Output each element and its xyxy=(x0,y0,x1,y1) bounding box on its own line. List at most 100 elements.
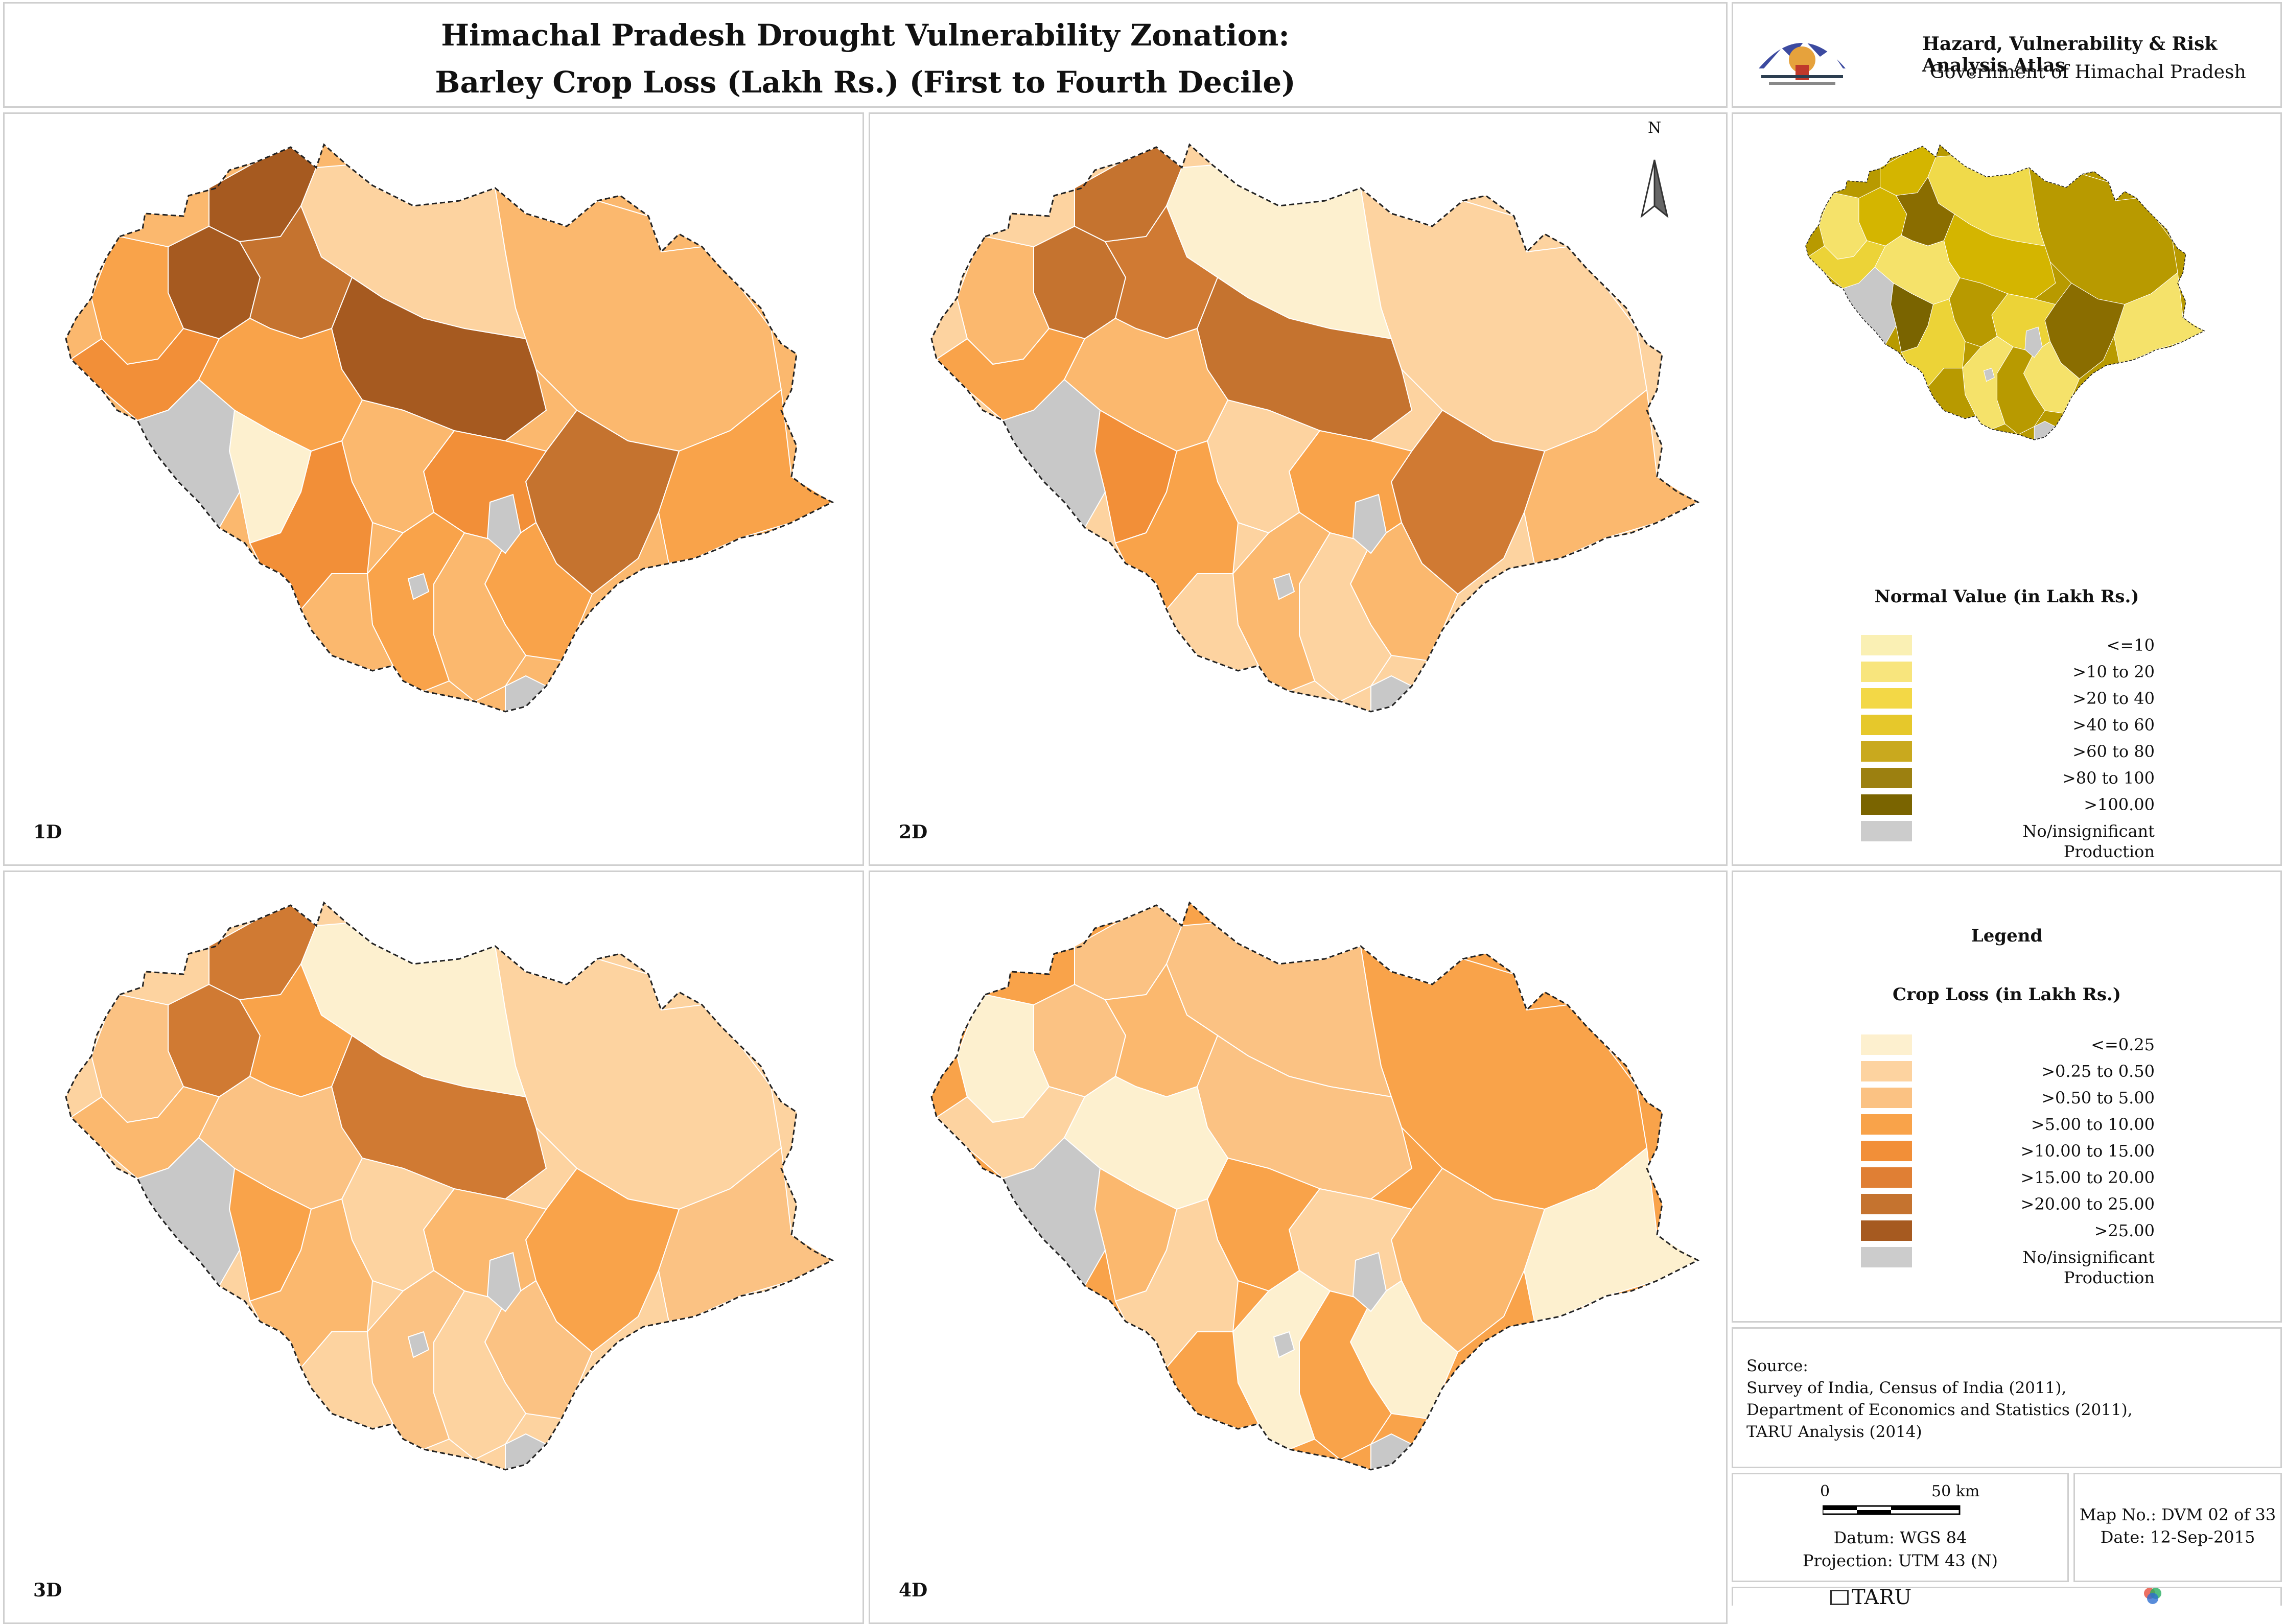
crop-legend-item: >0.25 to 0.50 xyxy=(1861,1061,2155,1084)
map-1d-state-boundary xyxy=(65,143,834,713)
crop-legend-title: Crop Loss (in Lakh Rs.) xyxy=(1893,984,2121,1005)
north-label: N xyxy=(1648,119,1662,137)
crop-legend-item: >25.00 xyxy=(1861,1220,2155,1243)
crop-loss-map-1d xyxy=(65,143,834,713)
normal-legend-swatch xyxy=(1861,715,1912,735)
atlas-header: Hazard, Vulnerability & Risk Analysis At… xyxy=(1732,2,2282,108)
map-panel-2d: N 2D xyxy=(869,112,1728,866)
map-3d-state-boundary xyxy=(65,901,834,1471)
normal-legend-swatch xyxy=(1861,662,1912,682)
normal-legend-item: <=10 xyxy=(1861,635,2155,657)
normal-legend-item: >40 to 60 xyxy=(1861,715,2155,737)
normal-legend-swatch xyxy=(1861,741,1912,762)
normal-legend-item: No/insignificant Production xyxy=(1861,821,2155,861)
map-4d-district xyxy=(1352,1252,1387,1312)
crop-legend-swatch xyxy=(1861,1220,1912,1241)
scale-bar-icon xyxy=(1823,1505,1961,1515)
map-4d-district xyxy=(1273,1331,1295,1358)
normal-legend-label: >60 to 80 xyxy=(2072,742,2155,761)
atlas-subtitle: Government of Himachal Pradesh xyxy=(1930,62,2246,83)
footer-panel: TARU xyxy=(1732,1587,2282,1608)
normal-legend-swatch xyxy=(1861,821,1912,841)
map-panel-1d: 1D xyxy=(3,112,864,866)
normal-legend-item: >60 to 80 xyxy=(1861,741,2155,764)
datum-label: Datum: WGS 84 xyxy=(1833,1528,1967,1547)
title-line-1: Himachal Pradesh Drought Vulnerability Z… xyxy=(441,18,1290,53)
crop-legend-label: >20.00 to 25.00 xyxy=(2020,1194,2155,1214)
normal-legend-label: >80 to 100 xyxy=(2062,768,2155,788)
map-date-label: Date: 12-Sep-2015 xyxy=(2100,1527,2255,1547)
crop-legend-item: >0.50 to 5.00 xyxy=(1861,1088,2155,1110)
map-4d-district xyxy=(1370,1433,1413,1471)
title-line-2: Barley Crop Loss (Lakh Rs.) (First to Fo… xyxy=(435,65,1296,100)
normal-value-panel: Normal Value (in Lakh Rs.) <=10 >10 to 20… xyxy=(1732,112,2282,866)
normal-legend-label: >100.00 xyxy=(2084,795,2155,814)
normal-legend-swatch xyxy=(1861,635,1912,655)
crop-legend-swatch xyxy=(1861,1194,1912,1214)
crop-loss-legend-panel: Legend Crop Loss (in Lakh Rs.) <=0.25 >0.… xyxy=(1732,870,2282,1323)
map-3d-district xyxy=(407,1331,430,1358)
map-2d-district xyxy=(1352,493,1387,554)
crop-legend-item: <=0.25 xyxy=(1861,1034,2155,1057)
normal-legend-swatch xyxy=(1861,688,1912,709)
map-panel-4d: 4D xyxy=(869,870,1728,1624)
scale-panel: 0 50 km Datum: WGS 84 Projection: UTM 43… xyxy=(1732,1473,2069,1582)
source-panel: Source: Survey of India, Census of India… xyxy=(1732,1327,2282,1468)
crop-loss-map-4d xyxy=(930,901,1700,1471)
crop-legend-label: >5.00 to 10.00 xyxy=(2031,1115,2155,1134)
title-panel: Himachal Pradesh Drought Vulnerability Z… xyxy=(3,2,1728,108)
map-number-label: Map No.: DVM 02 of 33 xyxy=(2079,1505,2276,1524)
projection-label: Projection: UTM 43 (N) xyxy=(1803,1551,1998,1570)
map-2d-state-boundary xyxy=(930,143,1700,713)
crop-legend-swatch xyxy=(1861,1167,1912,1188)
crop-legend-item: >15.00 to 20.00 xyxy=(1861,1167,2155,1190)
crop-legend-label: >15.00 to 20.00 xyxy=(2020,1168,2155,1187)
map-info-panel: Map No.: DVM 02 of 33 Date: 12-Sep-2015 xyxy=(2073,1473,2282,1582)
taru-brand-text: TARU xyxy=(1852,1586,1912,1609)
rgb-circles-logo xyxy=(2144,1588,2161,1604)
crop-legend-swatch xyxy=(1861,1034,1912,1055)
crop-loss-map-3d xyxy=(65,901,834,1471)
crop-legend-label: <=0.25 xyxy=(2091,1035,2155,1054)
crop-legend-label: >0.50 to 5.00 xyxy=(2041,1088,2155,1108)
crop-legend-item: >20.00 to 25.00 xyxy=(1861,1194,2155,1216)
normal-map-state-boundary xyxy=(1805,144,2205,440)
normal-legend-label: >10 to 20 xyxy=(2072,662,2155,681)
crop-legend-swatch xyxy=(1861,1088,1912,1108)
crop-legend-item: No/insignificant Production xyxy=(1861,1247,2155,1287)
crop-legend-item: >5.00 to 10.00 xyxy=(1861,1114,2155,1137)
normal-legend-label: >40 to 60 xyxy=(2072,715,2155,735)
crop-legend-label: >25.00 xyxy=(2094,1221,2155,1240)
panel-label-1d: 1D xyxy=(33,821,62,843)
normal-map-district xyxy=(2034,421,2056,440)
taru-logo: TARU xyxy=(1830,1587,1911,1608)
map-3d-district xyxy=(486,1252,522,1312)
crop-legend-label: No/insignificant Production xyxy=(2022,1248,2155,1287)
panel-label-4d: 4D xyxy=(899,1580,928,1601)
normal-map-district xyxy=(1983,367,1995,382)
map-panel-3d: 3D xyxy=(3,870,864,1624)
source-line-2: Department of Economics and Statistics (… xyxy=(1746,1401,2133,1419)
normal-legend-label: No/insignificant Production xyxy=(2022,821,2155,861)
scale-zero-label: 0 xyxy=(1820,1482,1830,1500)
crop-legend-swatch xyxy=(1861,1141,1912,1161)
normal-legend-label: <=10 xyxy=(2106,636,2155,655)
crop-legend-swatch xyxy=(1861,1114,1912,1135)
crop-legend-item: >10.00 to 15.00 xyxy=(1861,1141,2155,1163)
legend-heading: Legend xyxy=(1971,926,2043,946)
map-title: Himachal Pradesh Drought Vulnerability Z… xyxy=(5,4,1726,106)
north-arrow-icon xyxy=(1640,159,1669,218)
source-heading: Source: xyxy=(1746,1357,1808,1375)
map-2d-district xyxy=(1273,573,1295,600)
map-4d-state-boundary xyxy=(930,901,1700,1471)
normal-value-map xyxy=(1805,144,2205,440)
crop-legend-swatch xyxy=(1861,1061,1912,1081)
crop-loss-map-2d xyxy=(930,143,1700,713)
normal-legend-title: Normal Value (in Lakh Rs.) xyxy=(1874,586,2139,607)
source-line-3: TARU Analysis (2014) xyxy=(1746,1423,1922,1441)
government-emblem-logo xyxy=(1759,40,1846,85)
map-3d-district xyxy=(505,1433,547,1471)
map-1d-district xyxy=(407,573,430,600)
map-2d-district xyxy=(1370,675,1413,713)
crop-legend-label: >0.25 to 0.50 xyxy=(2041,1062,2155,1081)
